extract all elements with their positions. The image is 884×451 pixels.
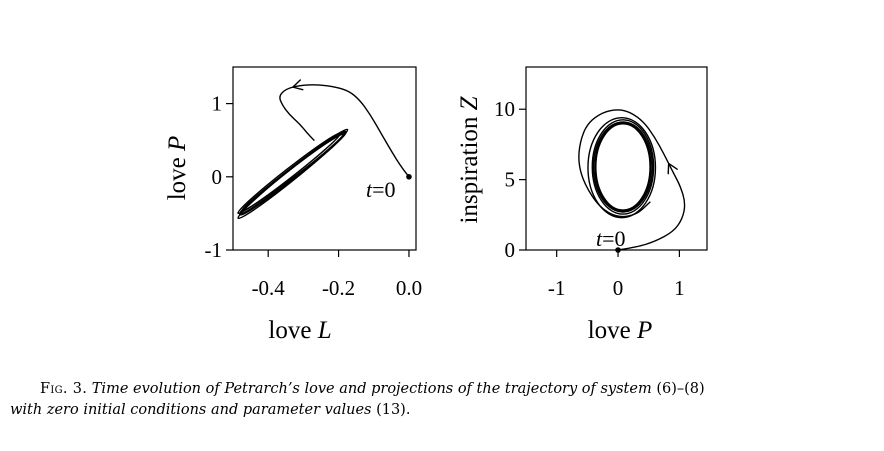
attractor-loop bbox=[592, 121, 654, 213]
panel-love-p-vs-inspiration-z: -1 0 1 10 5 0 love P inspiration Z t=0 bbox=[456, 66, 708, 344]
attractor-loop bbox=[587, 116, 657, 219]
right-y-axis-label: inspiration Z bbox=[456, 95, 483, 223]
left-xtick-label: 0.0 bbox=[396, 276, 422, 300]
initial-point bbox=[615, 247, 621, 253]
right-xtick-label: -1 bbox=[548, 276, 566, 300]
right-trajectory bbox=[578, 109, 686, 253]
caption-end: . bbox=[405, 402, 411, 418]
right-xtick-label: 1 bbox=[674, 276, 685, 300]
caption-lead: Fig. 3. bbox=[40, 381, 88, 397]
attractor-loop bbox=[237, 128, 349, 220]
left-x-axis-label: love L bbox=[268, 317, 331, 344]
direction-arrow bbox=[292, 79, 304, 91]
left-ytick-label: 0 bbox=[212, 165, 223, 189]
figure: -0.4 -0.2 0.0 1 0 -1 love L love P t=0 -… bbox=[164, 66, 708, 344]
attractor-loop bbox=[594, 122, 652, 212]
left-xtick-label: -0.4 bbox=[252, 276, 286, 300]
left-trajectory bbox=[237, 79, 412, 220]
transient-path bbox=[279, 84, 410, 178]
attractor-loop bbox=[237, 132, 342, 215]
caption-ref-parameters: (13) bbox=[376, 402, 406, 418]
figure-caption: Fig. 3. Time evolution of Petrarch’s lov… bbox=[10, 379, 876, 421]
right-x-axis-label: love P bbox=[588, 317, 653, 344]
left-xtick-label: -0.2 bbox=[322, 276, 355, 300]
left-ytick-label: -1 bbox=[205, 238, 223, 262]
left-y-axis-label: love P bbox=[164, 136, 191, 201]
attractor-loop bbox=[241, 133, 345, 212]
caption-text: Time evolution of Petrarch’s love and pr… bbox=[91, 381, 652, 397]
left-t0-annotation: t=0 bbox=[366, 177, 396, 202]
attractor-loop bbox=[591, 119, 655, 215]
right-ytick-label: 5 bbox=[505, 168, 516, 192]
transient-path bbox=[578, 109, 686, 251]
initial-point bbox=[406, 174, 412, 180]
right-t0-annotation: t=0 bbox=[596, 226, 626, 251]
right-xtick-label: 0 bbox=[613, 276, 624, 300]
left-plot-frame bbox=[232, 66, 417, 251]
panel-love-l-vs-love-p: -0.4 -0.2 0.0 1 0 -1 love L love P t=0 bbox=[164, 66, 422, 344]
right-ytick-label: 0 bbox=[505, 238, 516, 262]
caption-ref-equations: (6)–(8) bbox=[656, 381, 705, 397]
direction-arrow bbox=[667, 162, 678, 175]
left-axis-ticks bbox=[226, 102, 410, 257]
right-ytick-label: 10 bbox=[494, 97, 515, 121]
caption-text-2: with zero initial conditions and paramet… bbox=[10, 402, 372, 418]
left-ytick-label: 1 bbox=[212, 92, 223, 116]
